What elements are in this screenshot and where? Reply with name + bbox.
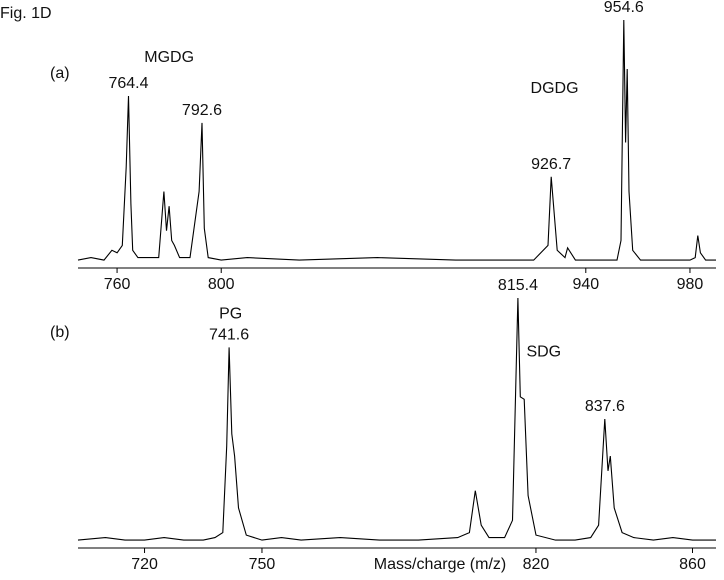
peak-label: 926.7 xyxy=(531,156,571,173)
x-axis-label: Mass/charge (m/z) xyxy=(374,556,506,573)
peak-label: 837.6 xyxy=(585,398,625,415)
spectrum-line xyxy=(77,19,716,261)
panel-label: (b) xyxy=(50,324,70,341)
lipid-class-label: DGDG xyxy=(531,80,579,97)
spectrum-line xyxy=(77,297,716,541)
peak-label: 764.4 xyxy=(108,75,148,92)
peak-label: 815.4 xyxy=(498,277,538,294)
x-tick-label: 860 xyxy=(679,556,706,573)
figure-title: Fig. 1D xyxy=(0,5,52,22)
peak-label: 741.6 xyxy=(209,327,249,344)
x-tick-label: 820 xyxy=(523,556,550,573)
peak-label: 792.6 xyxy=(182,102,222,119)
lipid-class-label: SDG xyxy=(526,344,561,361)
x-tick-label: 760 xyxy=(104,276,131,293)
x-tick-label: 720 xyxy=(131,556,158,573)
lipid-class-label: PG xyxy=(219,305,242,322)
x-tick-label: 800 xyxy=(208,276,235,293)
peak-label: 954.6 xyxy=(604,0,644,16)
panel-label: (a) xyxy=(50,65,70,82)
x-tick-label: 980 xyxy=(677,276,704,293)
x-tick-label: 750 xyxy=(249,556,276,573)
x-tick-label: 940 xyxy=(572,276,599,293)
lipid-class-label: MGDG xyxy=(144,49,194,66)
